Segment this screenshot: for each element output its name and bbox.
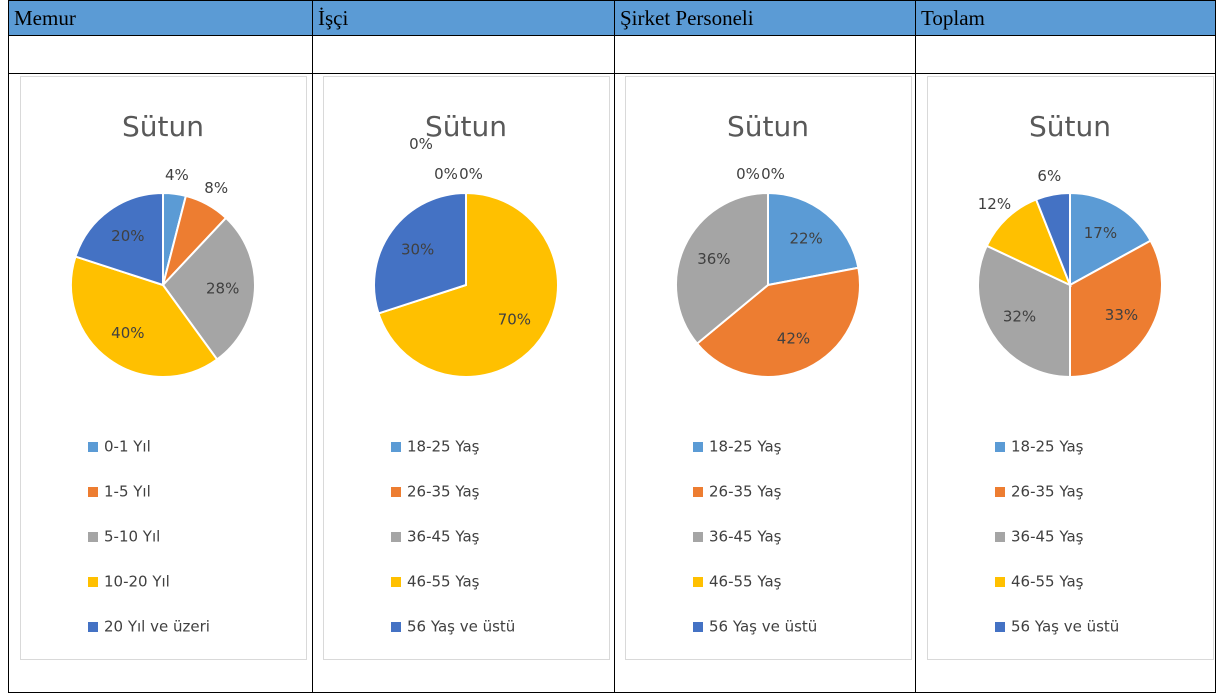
- legend-swatch: [391, 622, 401, 632]
- legend-label: 18-25 Yaş: [1011, 438, 1084, 456]
- chart-title: Sütun: [425, 110, 507, 143]
- data-label: 6%: [1037, 167, 1061, 185]
- legend-swatch: [391, 487, 401, 497]
- data-label: 20%: [111, 227, 144, 245]
- header-cell: İşçi: [318, 6, 348, 30]
- data-label: 0%: [761, 165, 785, 183]
- pie-slice: [377, 191, 559, 378]
- data-label: 0%: [459, 165, 483, 183]
- legend-label: 36-45 Yaş: [407, 528, 480, 546]
- legend-swatch: [995, 487, 1005, 497]
- legend-label: 0-1 Yıl: [104, 438, 151, 456]
- header-cell: Şirket Personeli: [620, 6, 754, 30]
- legend-label: 10-20 Yıl: [104, 573, 170, 591]
- data-label: 0%: [409, 135, 433, 153]
- pie-slice: [977, 244, 1071, 379]
- pie-slice: [675, 191, 769, 346]
- pie-slice: [1069, 191, 1152, 287]
- legend-swatch: [995, 577, 1005, 587]
- data-label: 12%: [978, 195, 1011, 213]
- chart-title: Sütun: [122, 110, 204, 143]
- pie-slice: [74, 191, 164, 287]
- legend-label: 26-35 Yaş: [407, 483, 480, 501]
- legend-swatch: [693, 442, 703, 452]
- chart-title: Sütun: [727, 110, 809, 143]
- data-label: 33%: [1105, 306, 1138, 324]
- legend-label: 56 Yaş ve üstü: [407, 618, 515, 636]
- legend-swatch: [391, 442, 401, 452]
- legend-label: 5-10 Yıl: [104, 528, 160, 546]
- data-label: 22%: [789, 229, 822, 247]
- data-label: 32%: [1003, 308, 1036, 326]
- chart-box: [20, 76, 307, 660]
- legend-swatch: [995, 442, 1005, 452]
- pie-slice: [695, 266, 861, 378]
- legend-swatch: [391, 532, 401, 542]
- legend-label: 20 Yıl ve üzeri: [104, 618, 210, 636]
- data-label: 36%: [697, 250, 730, 268]
- legend-swatch: [88, 442, 98, 452]
- pie-slice: [373, 191, 467, 315]
- legend-label: 18-25 Yaş: [709, 438, 782, 456]
- pie-slice: [70, 255, 219, 378]
- pie-slice: [1069, 239, 1163, 379]
- data-label: 0%: [434, 165, 458, 183]
- legend-label: 46-55 Yaş: [407, 573, 480, 591]
- header-cell: Memur: [14, 6, 76, 30]
- data-label: 40%: [111, 324, 144, 342]
- legend-swatch: [88, 622, 98, 632]
- legend-label: 46-55 Yaş: [1011, 573, 1084, 591]
- header-cell: Toplam: [921, 6, 985, 30]
- table-lines: [8, 0, 1216, 693]
- chart-title: Sütun: [1029, 110, 1111, 143]
- legend-label: 36-45 Yaş: [1011, 528, 1084, 546]
- legend-swatch: [995, 532, 1005, 542]
- data-label: 30%: [401, 240, 434, 258]
- legend-swatch: [391, 577, 401, 587]
- legend-swatch: [693, 532, 703, 542]
- legend-label: 56 Yaş ve üstü: [709, 618, 817, 636]
- data-label: 8%: [204, 179, 228, 197]
- legend-label: 1-5 Yıl: [104, 483, 151, 501]
- legend-label: 26-35 Yaş: [709, 483, 782, 501]
- pie-slice: [1034, 191, 1071, 286]
- legend-swatch: [995, 622, 1005, 632]
- legend-swatch: [88, 487, 98, 497]
- legend-swatch: [693, 577, 703, 587]
- legend-swatch: [693, 622, 703, 632]
- data-label: 0%: [736, 165, 760, 183]
- header-row: [8, 0, 1216, 35]
- data-label: 42%: [777, 330, 810, 348]
- data-label: 70%: [498, 311, 531, 329]
- legend-label: 26-35 Yaş: [1011, 483, 1084, 501]
- data-label: 17%: [1084, 224, 1117, 242]
- pie-slice: [985, 198, 1072, 287]
- legend-label: 46-55 Yaş: [709, 573, 782, 591]
- legend-label: 18-25 Yaş: [407, 438, 480, 456]
- legend-label: 56 Yaş ve üstü: [1011, 618, 1119, 636]
- legend-swatch: [693, 487, 703, 497]
- legend-label: 36-45 Yaş: [709, 528, 782, 546]
- legend-swatch: [88, 577, 98, 587]
- legend-swatch: [88, 532, 98, 542]
- data-label: 28%: [206, 279, 239, 297]
- pie-slice: [161, 216, 256, 361]
- pie-slice: [767, 191, 860, 287]
- data-label: 4%: [165, 166, 189, 184]
